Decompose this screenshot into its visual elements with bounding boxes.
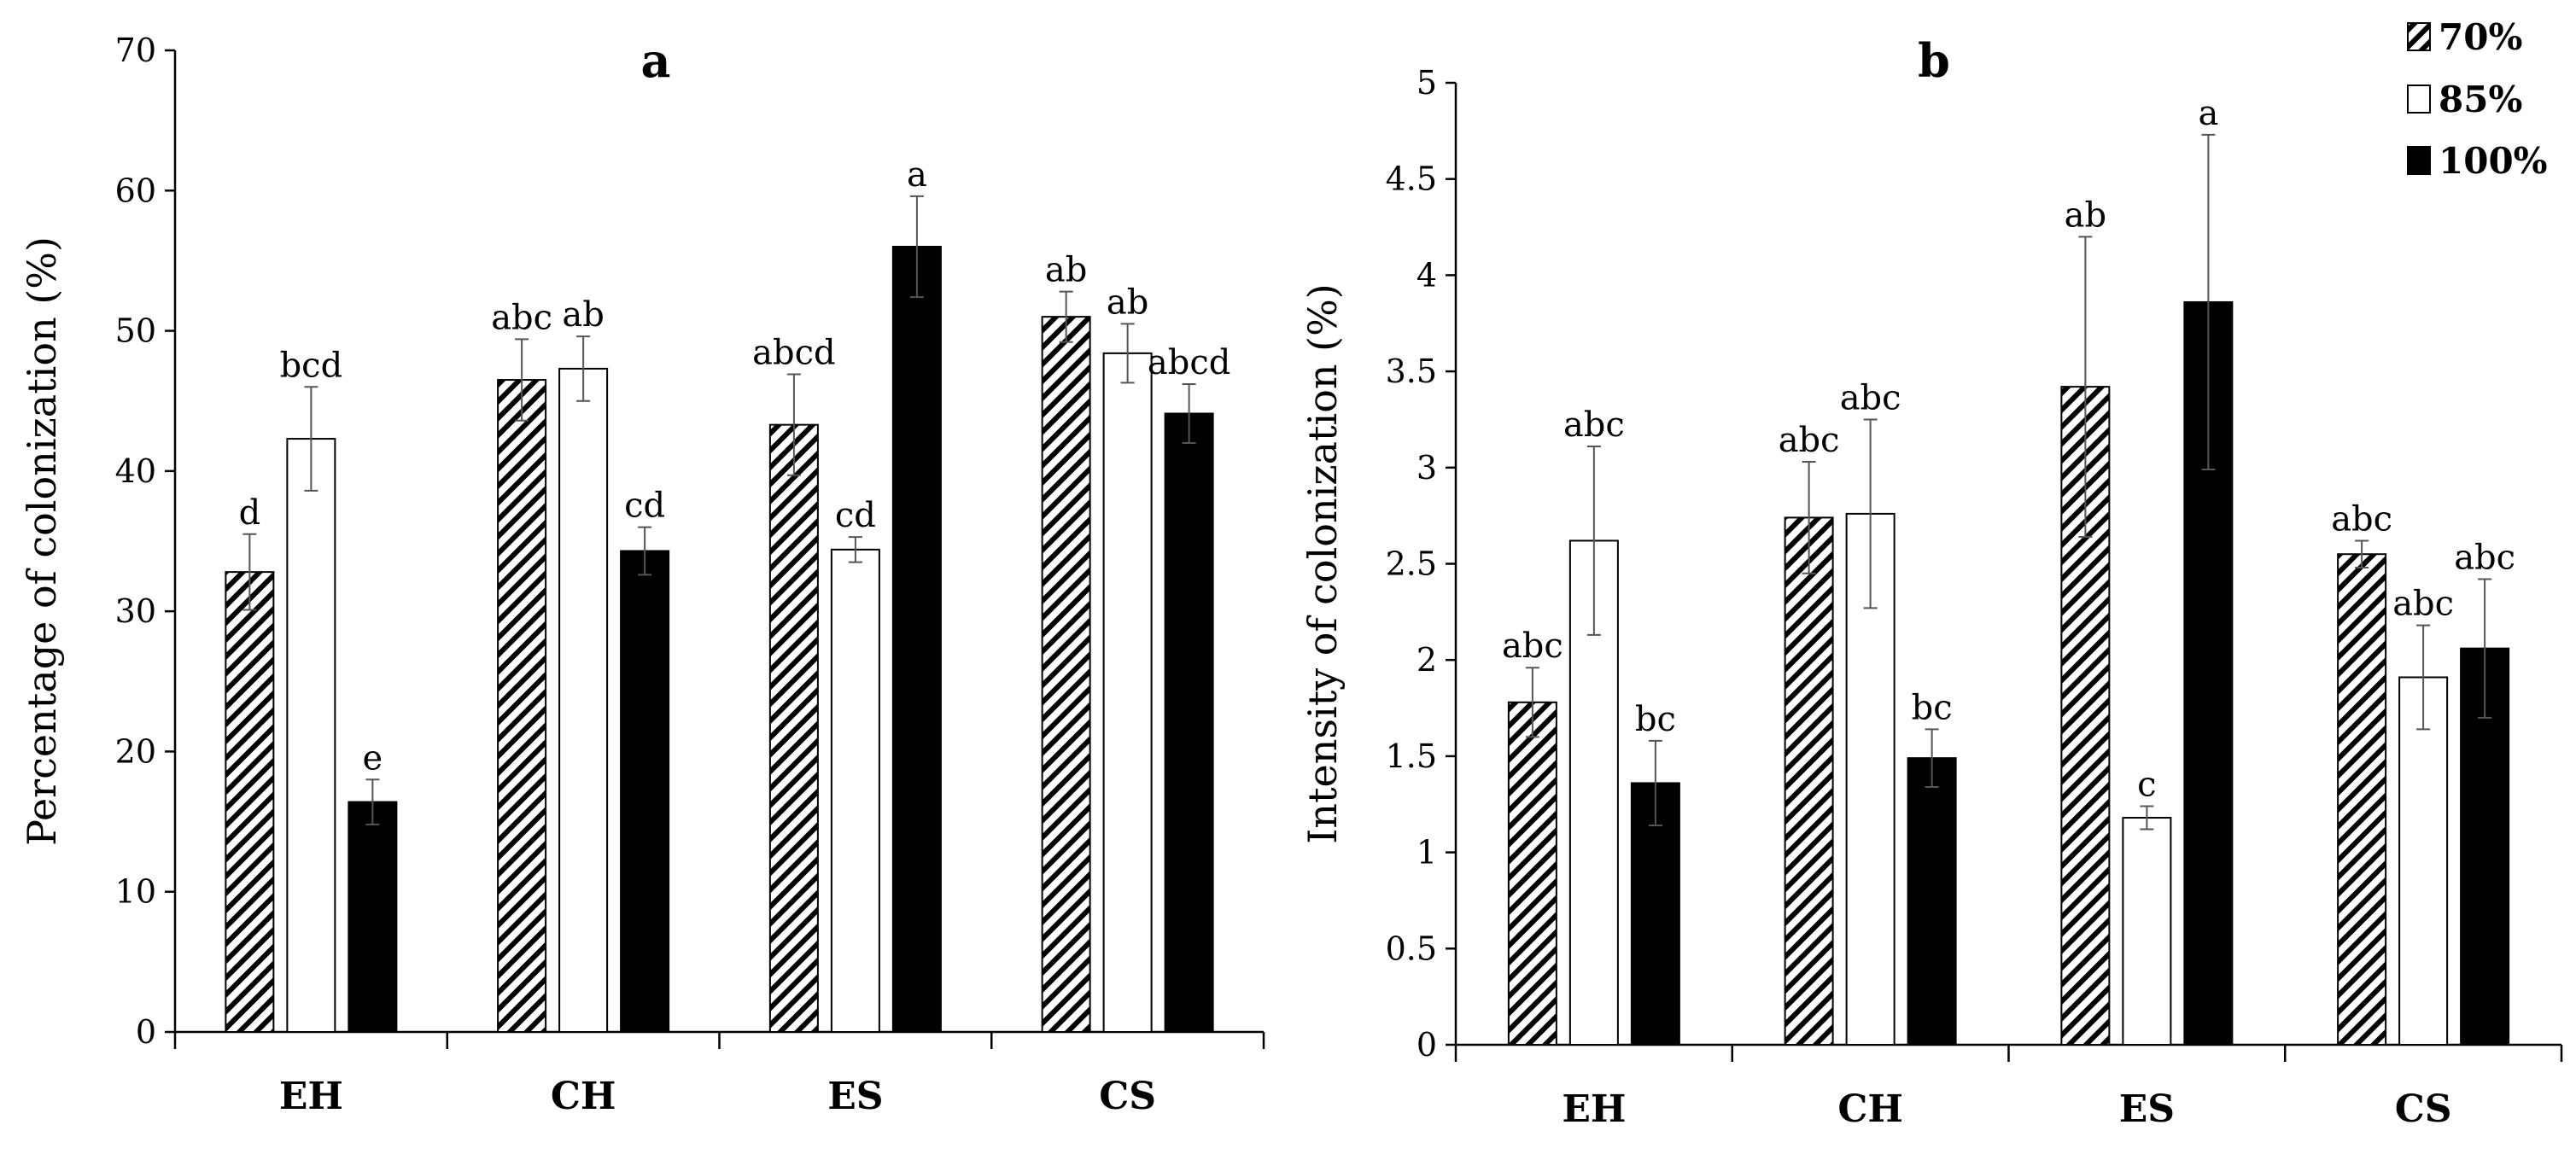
bar-85pct [558,367,609,1033]
panel-title: b [1918,33,1950,88]
y-tick-label: 30 [115,592,156,630]
significance-letter: abcd [752,334,835,373]
significance-letter: ab [1045,251,1087,290]
legend-label-70: 70% [2439,16,2522,58]
bar-85pct [830,548,880,1033]
bar-70pct [497,379,547,1034]
legend-label-85: 85% [2439,79,2522,120]
y-tick-label: 50 [115,312,156,350]
bar-100pct [1630,782,1680,1046]
bar-70pct [225,571,275,1033]
significance-letter: d [239,493,261,533]
significance-letter: a [907,155,927,195]
legend-swatch-100 [2407,146,2431,175]
y-tick-label: 0.5 [1386,930,1437,967]
y-tick-label: 1.5 [1386,737,1437,775]
significance-letter: e [363,738,383,778]
y-axis-label: Percentage of colonization (%) [19,236,65,846]
significance-letter: a [2198,94,2218,133]
y-tick-label: 2.5 [1386,545,1437,583]
bar-85pct [1102,352,1153,1034]
significance-letter: abc [1502,627,1563,666]
y-tick-label: 2 [1417,641,1437,679]
bar-85pct [2398,676,2449,1046]
significance-letter: abc [1779,421,1840,460]
y-tick-label: 0 [1417,1026,1437,1064]
x-tick-label: EH [1562,1087,1626,1131]
y-axis-label: Intensity of colonization (%) [1300,283,1346,844]
y-tick-label: 5 [1417,64,1437,102]
x-tick-label: ES [827,1075,883,1118]
bar-85pct [286,438,336,1033]
significance-letter: ab [2065,195,2106,235]
bar-70pct [768,423,819,1033]
legend-label-100: 100% [2439,140,2548,182]
y-tick-label: 40 [115,452,156,490]
legend: 70% 85% 100% [2407,16,2548,182]
significance-letter: abcd [1148,343,1230,382]
y-tick-label: 0 [136,1013,156,1051]
bar-100pct [891,246,942,1033]
significance-letter: bc [1912,688,1953,727]
significance-letter: c [2137,766,2156,805]
y-tick-label: 4 [1417,256,1437,294]
x-tick-label: CS [2395,1087,2452,1131]
significance-letter: ab [1107,283,1148,322]
significance-letter: abc [2454,539,2515,578]
y-tick-label: 20 [115,732,156,770]
significance-letter: abc [491,298,552,337]
chart-panel-a: a 0 10 20 30 40 50 60 70 Percentage of colonizati… [19,32,1265,1118]
x-tick-label: ES [2119,1087,2175,1131]
bar-85pct [2122,817,2172,1046]
y-tick-label: 10 [115,873,156,911]
chart-panel-b: b 0 0.5 1 1.5 2 2.5 3 3.5 4 4.5 5 Intensity of colon… [1300,33,2563,1131]
significance-letter: bc [1635,700,1676,739]
bar-70pct [1784,516,1834,1046]
bar-100pct [1907,757,1957,1046]
significance-letter: bcd [280,346,343,385]
y-tick-label: 3.5 [1386,353,1437,390]
significance-letter: cd [624,487,665,526]
bar-70pct [2337,553,2387,1046]
bar-70pct [1507,701,1557,1046]
y-tick-label: 1 [1417,834,1437,871]
legend-swatch-70 [2407,22,2431,51]
x-tick-label: CH [1837,1087,1903,1131]
bar-100pct [348,801,398,1033]
legend-swatch-85 [2407,85,2431,114]
significance-letter: abc [1840,378,1901,417]
significance-letter: abc [2331,499,2392,539]
y-tick-label: 70 [115,32,156,69]
panel-title: a [641,33,671,88]
x-tick-label: CS [1099,1075,1156,1118]
bar-70pct [1041,316,1091,1033]
y-tick-label: 60 [115,172,156,209]
bar-100pct [620,550,670,1033]
bar-100pct [1164,412,1214,1033]
y-tick-label: 3 [1417,449,1437,487]
significance-letter: abc [1563,405,1625,445]
y-tick-label: 4.5 [1386,160,1437,198]
significance-letter: abc [2392,585,2454,624]
significance-letter: ab [562,295,604,335]
significance-letter: cd [835,496,876,535]
x-tick-label: EH [279,1075,343,1118]
x-tick-label: CH [551,1075,616,1118]
